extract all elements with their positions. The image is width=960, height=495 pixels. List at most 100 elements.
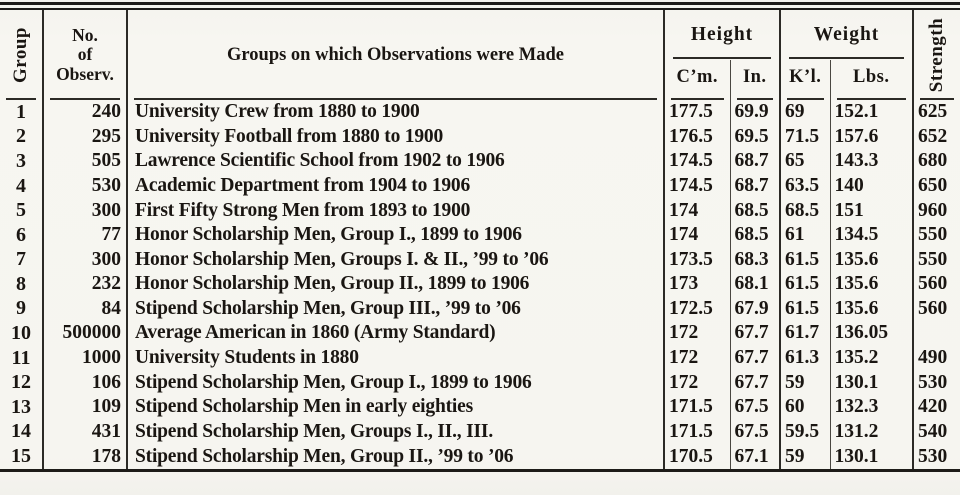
- table-row: 10 500000 Average American in 1860 (Army…: [0, 321, 960, 346]
- cell-group-number: 13: [0, 394, 44, 420]
- cell-observations: 500000: [43, 321, 128, 346]
- cell-weight-pounds: 131.2: [830, 419, 914, 445]
- cell-height-inches: 69.9: [730, 100, 781, 125]
- cell-weight-kilos: 61: [780, 222, 831, 248]
- cell-group-number: 1: [0, 100, 44, 125]
- cell-height-cm: 172: [664, 370, 731, 395]
- column-header-height: Height: [664, 10, 781, 60]
- table-row: 9 84 Stipend Scholarship Men, Group III.…: [0, 296, 960, 322]
- cell-observations: 295: [43, 124, 128, 150]
- cell-strength: 560: [918, 297, 948, 319]
- cell-height-inches: 67.5: [730, 419, 781, 445]
- cell-group-number: 15: [0, 444, 44, 471]
- cell-strength: 420: [918, 396, 948, 418]
- table-body: 1 240 University Crew from 1880 to 1900 …: [0, 100, 960, 471]
- cell-height-inches: 68.5: [730, 222, 781, 248]
- cell-height-inches: 67.9: [730, 296, 781, 322]
- cell-description: Stipend Scholarship Men, Group II., ’99 …: [127, 444, 665, 471]
- cell-description: Average American in 1860 (Army Standard): [127, 321, 665, 346]
- cell-observations: 232: [43, 272, 128, 297]
- table-row: 6 77 Honor Scholarship Men, Group I., 18…: [0, 222, 960, 248]
- cell-group-number: 3: [0, 149, 44, 174]
- cell-height-cm: 172: [664, 321, 731, 346]
- table-row: 7 300 Honor Scholarship Men, Groups I. &…: [0, 247, 960, 273]
- cell-strength: 560: [918, 273, 948, 295]
- cell-weight-pounds: 151: [830, 198, 914, 223]
- cell-group-number: 12: [0, 370, 44, 395]
- cell-weight-kilos: 61.7: [780, 321, 831, 346]
- cell-strength: 550: [918, 224, 948, 246]
- cell-observations: 240: [43, 100, 128, 125]
- cell-description: Lawrence Scientific School from 1902 to …: [127, 149, 665, 174]
- cell-description: Stipend Scholarship Men in early eightie…: [127, 394, 665, 420]
- cell-group-number: 9: [0, 296, 44, 322]
- column-header-group: Group: [0, 10, 44, 100]
- cell-group-number: 10: [0, 321, 44, 346]
- cell-weight-pounds: 152.1: [830, 100, 914, 125]
- cell-height-cm: 173.5: [664, 247, 731, 273]
- cell-height-cm: 174.5: [664, 149, 731, 174]
- cell-description: First Fifty Strong Men from 1893 to 1900: [127, 198, 665, 223]
- column-header-strength-label: Strength: [926, 17, 947, 93]
- cell-observations: 300: [43, 198, 128, 223]
- cell-height-cm: 177.5: [664, 100, 731, 125]
- cell-observations: 1000: [43, 345, 128, 371]
- cell-strength: 490: [918, 347, 948, 369]
- observations-table: Group No. of Observ. Groups on which Obs…: [0, 10, 960, 472]
- cell-group-number: 14: [0, 419, 44, 445]
- cell-weight-kilos: 59: [780, 444, 831, 471]
- cell-weight-kilos: 61.5: [780, 272, 831, 297]
- cell-weight-pounds: 135.6: [830, 296, 914, 322]
- cell-observations: 106: [43, 370, 128, 395]
- cell-observations: 300: [43, 247, 128, 273]
- cell-weight-kilos: 65: [780, 149, 831, 174]
- cell-weight-kilos: 69: [780, 100, 831, 125]
- cell-group-number: 4: [0, 173, 44, 199]
- cell-observations: 505: [43, 149, 128, 174]
- cell-weight-kilos: 59.5: [780, 419, 831, 445]
- cell-weight-kilos: 61.5: [780, 296, 831, 322]
- cell-height-inches: 68.3: [730, 247, 781, 273]
- cell-observations: 109: [43, 394, 128, 420]
- cell-strength: 530: [918, 371, 948, 393]
- cell-strength: 550: [918, 248, 948, 270]
- cell-observations: 178: [43, 444, 128, 471]
- table-row: 1 240 University Crew from 1880 to 1900 …: [0, 100, 960, 125]
- cell-strength: 652: [918, 125, 948, 147]
- cell-height-inches: 67.7: [730, 370, 781, 395]
- cell-description: Stipend Scholarship Men, Group I., 1899 …: [127, 370, 665, 395]
- cell-weight-pounds: 157.6: [830, 124, 914, 150]
- column-header-description: Groups on which Observations were Made: [127, 10, 665, 100]
- cell-weight-pounds: 140: [830, 173, 914, 199]
- table-row: 15 178 Stipend Scholarship Men, Group II…: [0, 444, 960, 471]
- cell-observations: 84: [43, 296, 128, 322]
- cell-description: Honor Scholarship Men, Group II., 1899 t…: [127, 272, 665, 297]
- cell-weight-pounds: 135.6: [830, 247, 914, 273]
- header-row-sub: C’m. In. K’l. Lbs.: [0, 60, 960, 100]
- header-row-top: Group No. of Observ. Groups on which Obs…: [0, 10, 960, 100]
- cell-height-cm: 171.5: [664, 394, 731, 420]
- table-row: 4 530 Academic Department from 1904 to 1…: [0, 173, 960, 199]
- cell-group-number: 2: [0, 124, 44, 150]
- cell-strength: 960: [918, 199, 948, 221]
- table-header: Group No. of Observ. Groups on which Obs…: [0, 10, 960, 100]
- cell-height-cm: 176.5: [664, 124, 731, 150]
- cell-height-cm: 174.5: [664, 173, 731, 199]
- cell-height-inches: 67.7: [730, 321, 781, 346]
- cell-height-inches: 67.1: [730, 444, 781, 471]
- table-row: 2 295 University Football from 1880 to 1…: [0, 124, 960, 150]
- cell-weight-pounds: 130.1: [830, 370, 914, 395]
- cell-height-cm: 171.5: [664, 419, 731, 445]
- cell-height-cm: 170.5: [664, 444, 731, 471]
- column-header-kl: K’l.: [780, 60, 831, 100]
- table-row: 5 300 First Fifty Strong Men from 1893 t…: [0, 198, 960, 223]
- cell-weight-kilos: 63.5: [780, 173, 831, 199]
- column-header-lbs: Lbs.: [830, 60, 914, 100]
- cell-description: Stipend Scholarship Men, Groups I., II.,…: [127, 419, 665, 445]
- cell-height-cm: 172.5: [664, 296, 731, 322]
- cell-height-inches: 68.7: [730, 173, 781, 199]
- cell-weight-kilos: 59: [780, 370, 831, 395]
- table-row: 3 505 Lawrence Scientific School from 19…: [0, 149, 960, 174]
- cell-description: Stipend Scholarship Men, Group III., ’99…: [127, 296, 665, 322]
- cell-height-inches: 68.7: [730, 149, 781, 174]
